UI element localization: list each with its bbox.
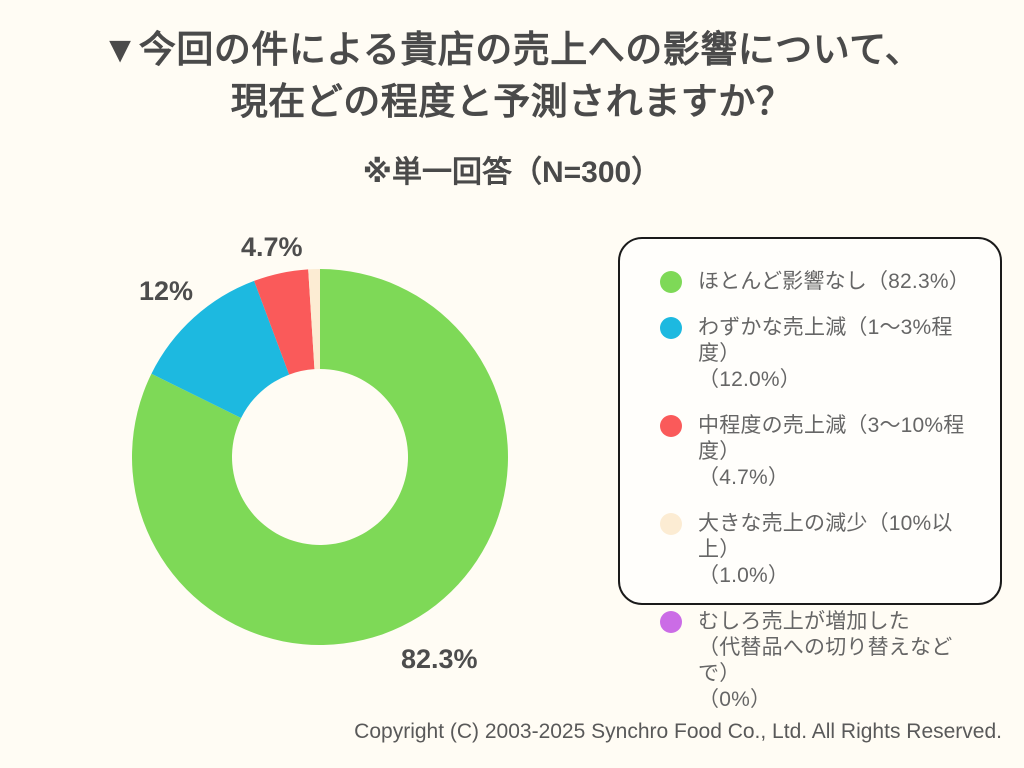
legend-item-label: 大きな売上の減少（10%以上） （1.0%）	[698, 512, 953, 587]
donut-slice	[132, 269, 508, 645]
donut-chart	[132, 269, 508, 645]
copyright-footer: Copyright (C) 2003-2025 Synchro Food Co.…	[354, 720, 1002, 743]
legend-item-label: わずかな売上減（1〜3%程度） （12.0%）	[698, 316, 953, 391]
legend-color-dot	[660, 271, 682, 293]
legend: ほとんど影響なし（82.3%） わずかな売上減（1〜3%程度） （12.0%） 中程度…	[618, 237, 1002, 711]
slice-label-no-impact: 82.3%	[401, 644, 478, 674]
legend-item-label: 中程度の売上減（3〜10%程度） （4.7%）	[698, 414, 965, 489]
page-title-line2: 現在どの程度と予測されますか？	[230, 80, 794, 122]
legend-color-dot	[660, 415, 682, 437]
slice-label-moderate-decrease: 4.7%	[241, 232, 303, 262]
slice-label-slight-decrease: 12%	[139, 276, 194, 306]
legend-color-dot	[660, 513, 682, 535]
legend-item: 大きな売上の減少（10%以上） （1.0%）	[660, 511, 982, 589]
donut-slice	[254, 269, 315, 375]
legend-item: 中程度の売上減（3〜10%程度） （4.7%）	[660, 413, 982, 491]
legend-item: わずかな売上減（1〜3%程度） （12.0%）	[660, 315, 982, 393]
legend-item: ほとんど影響なし（82.3%）	[660, 269, 982, 295]
donut-slice	[308, 269, 320, 370]
legend-item-label: ほとんど影響なし（82.3%）	[698, 270, 970, 293]
page-title-line1: ▼今回の件による貴店の売上への影響について、	[101, 29, 923, 70]
legend-color-dot	[660, 611, 682, 633]
legend-color-dot	[660, 317, 682, 339]
legend-item: むしろ売上が増加した （代替品への切り替えなどで） （0%）	[660, 609, 982, 713]
donut-slice	[151, 280, 290, 419]
legend-item-label: むしろ売上が増加した （代替品への切り替えなどで） （0%）	[698, 610, 953, 711]
page-title: ▼今回の件による貴店の売上への影響について、 現在どの程度と予測されますか？	[0, 24, 1024, 128]
survey-note: ※単一回答（N=300）	[362, 156, 662, 189]
